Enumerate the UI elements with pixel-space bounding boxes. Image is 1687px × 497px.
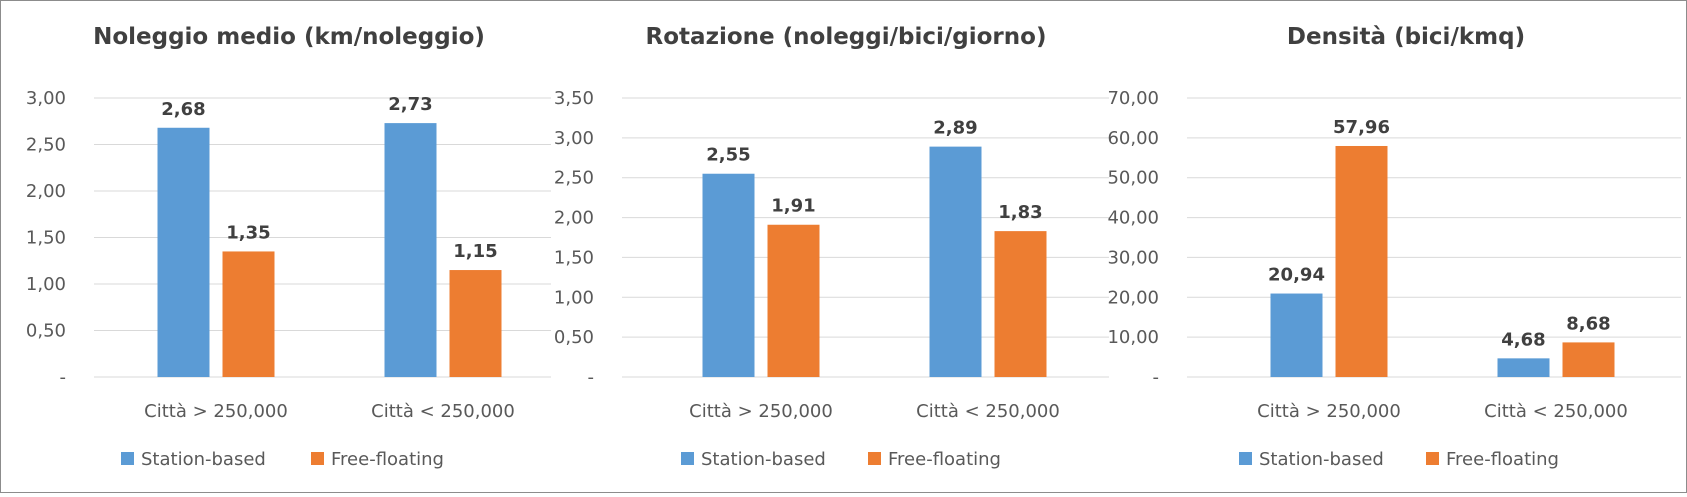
y-tick-label: 40,00 (1107, 208, 1159, 229)
data-label: 1,15 (453, 241, 497, 262)
category-label: Città < 250,000 (916, 401, 1060, 422)
chart-1: Noleggio medio (km/noleggio) - 0,50 1,00 1,5… (26, 24, 551, 470)
data-label: 8,68 (1566, 313, 1610, 334)
data-label: 4,68 (1501, 329, 1545, 350)
data-label: 1,91 (771, 196, 815, 217)
bar-free-floating (222, 251, 275, 377)
bar-station-based (929, 146, 982, 377)
y-tick-label: 2,50 (554, 168, 594, 189)
legend-label: Free-floating (1446, 449, 1559, 470)
legend-swatch (1239, 452, 1252, 465)
data-label: 2,55 (706, 145, 750, 166)
legend-label: Free-floating (888, 449, 1001, 470)
y-tick-label: 70,00 (1107, 88, 1159, 109)
legend-swatch (868, 452, 881, 465)
bar-station-based (157, 127, 210, 377)
data-label: 1,35 (226, 222, 270, 243)
y-tick-label: 2,00 (554, 208, 594, 229)
legend-swatch (121, 452, 134, 465)
data-label: 1,83 (998, 202, 1042, 223)
y-tick-label: 60,00 (1107, 128, 1159, 149)
legend-swatch (311, 452, 324, 465)
y-tick-label: 3,00 (554, 128, 594, 149)
bar-station-based (702, 173, 755, 377)
data-label: 20,94 (1268, 265, 1325, 286)
bar-free-floating (1562, 342, 1615, 377)
legend-label: Free-floating (331, 449, 444, 470)
bar-free-floating (1335, 145, 1388, 377)
y-tick-label: 1,00 (26, 274, 66, 295)
y-tick-label: 0,50 (554, 327, 594, 348)
y-tick-label: 1,50 (26, 228, 66, 249)
bar-station-based (1270, 293, 1323, 377)
chart-3: Densità (bici/kmq) - 10,00 20,00 30,00 40,00 5… (1107, 24, 1681, 470)
category-label: Città < 250,000 (1484, 401, 1628, 422)
bar-free-floating (449, 270, 502, 377)
category-label: Città > 250,000 (689, 401, 833, 422)
bar-free-floating (767, 224, 820, 377)
legend-label: Station-based (701, 449, 826, 470)
y-tick-label: 10,00 (1107, 327, 1159, 348)
y-tick-label: 20,00 (1107, 287, 1159, 308)
chart-2: Rotazione (noleggi/bici/giorno) - 0,50 1,00… (554, 24, 1109, 470)
y-tick-label: 2,50 (26, 135, 66, 156)
legend-swatch (681, 452, 694, 465)
legend-label: Station-based (1259, 449, 1384, 470)
category-label: Città < 250,000 (371, 401, 515, 422)
bar-station-based (384, 123, 437, 377)
category-label: Città > 250,000 (144, 401, 288, 422)
y-tick-label: 3,00 (26, 88, 66, 109)
data-label: 2,89 (933, 118, 977, 139)
y-tick-label: 50,00 (1107, 168, 1159, 189)
y-tick-label: - (588, 367, 595, 388)
chart-title: Noleggio medio (km/noleggio) (93, 24, 485, 50)
y-tick-label: - (1153, 367, 1160, 388)
y-tick-label: 1,50 (554, 247, 594, 268)
bar-station-based (1497, 358, 1550, 377)
y-tick-label: - (60, 367, 67, 388)
data-label: 57,96 (1333, 117, 1390, 138)
y-tick-label: 30,00 (1107, 247, 1159, 268)
chart-title: Rotazione (noleggi/bici/giorno) (646, 24, 1047, 50)
y-tick-label: 2,00 (26, 181, 66, 202)
chart-title: Densità (bici/kmq) (1287, 24, 1525, 50)
legend-label: Station-based (141, 449, 266, 470)
bar-free-floating (994, 231, 1047, 377)
data-label: 2,68 (161, 99, 205, 120)
y-tick-label: 3,50 (554, 88, 594, 109)
y-tick-label: 1,00 (554, 287, 594, 308)
legend-swatch (1426, 452, 1439, 465)
data-label: 2,73 (388, 94, 432, 115)
category-label: Città > 250,000 (1257, 401, 1401, 422)
y-tick-label: 0,50 (26, 321, 66, 342)
